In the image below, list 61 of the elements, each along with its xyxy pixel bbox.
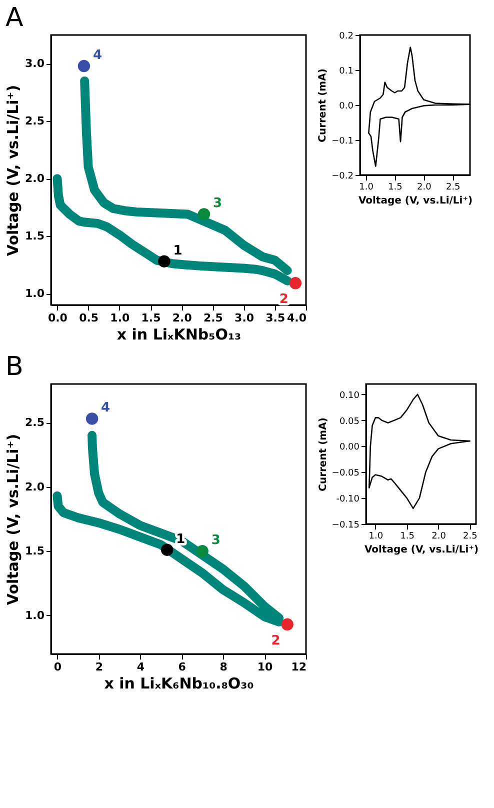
x-axis-title: Voltage (V, vs.Li/Li⁺)	[364, 544, 479, 556]
y-tick-label: 2.5	[25, 416, 44, 430]
x-tick-label: 0.5	[79, 312, 99, 324]
x-tick-label: 2	[95, 660, 104, 674]
y-tick-label: 0.0	[339, 102, 354, 112]
y-axis-title: Voltage (V, vs.Li/Li⁺)	[4, 84, 22, 256]
y-axis-title: Voltage (V, vs.Li/Li⁺)	[4, 434, 22, 606]
series-label: 4	[92, 48, 102, 64]
x-tick-label: 3.0	[234, 312, 254, 324]
series-label: 3	[213, 196, 222, 212]
y-tick-label: 1.5	[25, 544, 44, 558]
y-tick-label: 2.5	[25, 114, 44, 128]
y-tick-label: 0.2	[339, 32, 354, 42]
y-tick-label: 3.0	[25, 57, 45, 70]
y-tick-label: 1.0	[25, 287, 45, 300]
x-tick-label: 1.5	[400, 532, 415, 542]
y-tick-label: −0.05	[332, 468, 360, 479]
x-axis-title: x in LiₓK₆Nb₁₀.₈O₃₀	[104, 674, 254, 692]
y-axis-title: Current (mA)	[318, 68, 329, 142]
series-label: 2	[279, 292, 288, 308]
y-tick-label: 0.05	[339, 416, 360, 427]
x-tick-label: 2.5	[463, 532, 478, 542]
series-label: 4	[101, 400, 110, 416]
x-tick-label: 3.5	[266, 312, 286, 324]
x-tick-label: 10	[257, 660, 274, 674]
x-tick-label: 0	[54, 660, 62, 674]
x-tick-label: 1.5	[141, 312, 161, 324]
x-axis-title: x in LiₓKNb₅O₁₃	[116, 326, 242, 344]
x-tick-label: 1.0	[359, 182, 374, 192]
x-tick-label: 1.0	[110, 312, 130, 324]
x-tick-label: 0.0	[48, 312, 68, 324]
x-tick-label: 6	[178, 660, 186, 674]
y-tick-label: 1.0	[25, 608, 45, 622]
series-label: 1	[176, 532, 186, 547]
y-tick-label: 0.00	[339, 442, 360, 453]
y-tick-label: −0.2	[332, 172, 354, 182]
y-tick-label: −0.15	[332, 520, 360, 530]
series-label: 1	[173, 243, 182, 258]
x-tick-label: 2.0	[432, 532, 446, 542]
y-axis-title: Current (mA)	[318, 418, 329, 492]
y-tick-label: 0.1	[339, 66, 354, 76]
chart-title: B	[6, 352, 24, 382]
x-tick-label: 1.0	[368, 532, 384, 542]
y-tick-label: 1.5	[25, 230, 44, 243]
x-tick-label: 12	[291, 660, 306, 674]
series-label: 2	[271, 633, 280, 648]
x-tick-label: 2.5	[203, 312, 223, 324]
y-tick-label: 2.0	[25, 480, 45, 494]
x-axis-title: Voltage (V, vs.Li/Li⁺)	[358, 196, 473, 206]
x-tick-label: 8	[220, 660, 228, 674]
x-tick-label: 2.0	[172, 312, 192, 324]
y-tick-label: 0.10	[339, 390, 360, 401]
x-tick-label: 4.0	[287, 312, 307, 324]
x-tick-label: 1.5	[388, 182, 402, 192]
y-tick-label: -0.10	[336, 494, 360, 505]
chart-title: A	[6, 3, 24, 33]
x-tick-label: 4	[136, 660, 145, 674]
y-tick-label: −0.1	[332, 136, 354, 146]
x-tick-label: 2.5	[446, 182, 460, 192]
x-tick-label: 2.0	[417, 182, 432, 192]
series-label: 3	[211, 533, 220, 548]
